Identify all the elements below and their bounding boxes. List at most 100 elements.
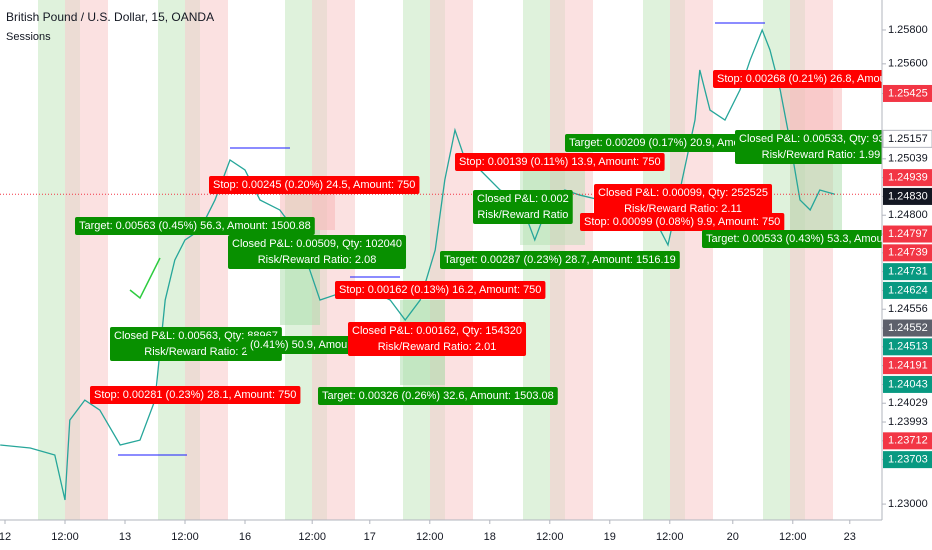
trade-label-text: Target: 0.00533 (0.43%) 53.3, Amount: 15… [706, 233, 922, 245]
x-tick-label: 23 [844, 531, 856, 543]
session-asia [403, 0, 430, 520]
trade-label-bg [348, 322, 527, 356]
x-tick-label: 12:00 [416, 531, 444, 543]
x-tick-label: 12:00 [656, 531, 684, 543]
trade-label: Closed P&L: 0.00533, Qty: 93283 Risk/Rewa… [735, 130, 907, 164]
price-label-bg [882, 129, 932, 148]
trade-label-bg [702, 230, 927, 248]
price-label-bg [883, 281, 932, 299]
trade-label-text: Risk/Reward Ratio: 2.01 [378, 341, 497, 353]
price-label: 1.24939 [888, 172, 928, 184]
price-label: 1.24739 [888, 247, 928, 259]
session-asia [158, 0, 185, 520]
trade-label-bg [580, 213, 785, 231]
trade-label: Stop: 0.00162 (0.13%) 16.2, Amount: 750 [335, 281, 546, 299]
price-label-bg [883, 357, 932, 375]
trade-label-text: Stop: 0.00139 (0.11%) 13.9, Amount: 750 [459, 156, 661, 168]
trade-label-text: Stop: 0.00099 (0.08%) 9.9, Amount: 750 [584, 216, 780, 228]
price-label: 1.24800 [888, 209, 928, 221]
x-tick-label: 12:00 [536, 531, 564, 543]
x-tick-label: 13 [119, 531, 131, 543]
price-label: 1.24191 [888, 360, 928, 372]
annotations: Stop: 0.00245 (0.20%) 24.5, Amount: 750 T… [75, 70, 927, 405]
price-label: 1.25157 [888, 133, 928, 145]
x-tick-label: 12:00 [171, 531, 199, 543]
trade-label: Stop: 0.00139 (0.11%) 13.9, Amount: 750 [455, 153, 665, 171]
time-labels: 12 12:00 13 12:00 16 12:00 17 12:00 18 12:00 19 12:… [0, 520, 856, 543]
trade-label-text: Stop: 0.00281 (0.23%) 28.1, Amount: 750 [94, 389, 296, 401]
trade-label-bg [209, 176, 420, 194]
price-label: 1.24556 [888, 303, 928, 315]
price-label-bg [883, 432, 932, 450]
trade-label: Stop: 0.00281 (0.23%) 28.1, Amount: 750 [90, 386, 301, 404]
trade-label-bg [318, 387, 558, 405]
trade-label: Target: 0.00326 (0.26%) 32.6, Amount: 15… [318, 387, 558, 405]
trade-label-bg [75, 217, 315, 235]
price-label: 1.25039 [888, 153, 928, 165]
session-asia [38, 0, 65, 520]
trade-label-bg [440, 251, 680, 269]
trade-label-bg [335, 281, 546, 299]
trade-label-text: Stop: 0.00268 (0.21%) 26.8, Amount: 750 [717, 73, 919, 85]
trade-label-bg [110, 327, 282, 361]
price-label: 1.24731 [888, 266, 928, 278]
price-label: 1.23993 [888, 416, 928, 428]
trade-label: Stop: 0.00268 (0.21%) 26.8, Amount: 750 [713, 70, 924, 88]
trade-label: Closed P&L: 0.002 Risk/Reward Ratio [473, 190, 573, 224]
price-label: 1.23712 [888, 435, 928, 447]
x-tick-label: 12:00 [298, 531, 326, 543]
trade-label: Target: 0.00563 (0.45%) 56.3, Amount: 15… [75, 217, 315, 235]
session-us [200, 0, 228, 520]
price-labels: 1.25800 1.25600 1.25425 1.25157 1.25039 1.249… [882, 24, 932, 510]
trade-label: Target: 0.00287 (0.23%) 28.7, Amount: 15… [440, 251, 680, 269]
trade-label-text: Closed P&L: 0.00162, Qty: 154320 [352, 325, 522, 337]
trade-label-text: Closed P&L: 0.00533, Qty: 93283 [739, 133, 903, 145]
price-label: 1.24043 [888, 378, 928, 390]
trade-label-text: Risk/Reward Ratio: 2.11 [624, 203, 742, 215]
trade-label-text: Closed P&L: 0.00099, Qty: 252525 [598, 187, 768, 199]
x-tick-label: 12:00 [51, 531, 79, 543]
trade-label: Closed P&L: 0.00162, Qty: 154320 Risk/Rew… [348, 322, 527, 356]
trade-label-text: Closed P&L: 0.00563, Qty: 88967 [114, 330, 278, 342]
price-label: 1.25600 [888, 58, 928, 70]
trade-label-text: Risk/Reward Ratio: 2 [144, 346, 247, 358]
trade-label: Closed P&L: 0.00099, Qty: 252525 Risk/Rew… [594, 184, 773, 218]
chart-title: British Pound / U.S. Dollar, 15, OANDA [6, 10, 214, 24]
x-tick-label: 12 [0, 531, 11, 543]
check-mark [129, 257, 161, 300]
price-label-bg [883, 263, 932, 281]
trade-label-text: Risk/Reward Ratio [477, 209, 568, 221]
trade-label: Target: 0.00533 (0.43%) 53.3, Amount: 15… [702, 230, 927, 248]
price-label: 1.24029 [888, 397, 928, 409]
price-label: 1.24624 [888, 284, 928, 296]
trade-label-bg [735, 130, 907, 164]
x-tick-label: 18 [484, 531, 496, 543]
trade-label: Stop: 0.00245 (0.20%) 24.5, Amount: 750 [209, 176, 420, 194]
trade-label: Closed P&L: 0.00563, Qty: 88967 Risk/Rewa… [110, 327, 282, 361]
trade-label: Stop: 0.00099 (0.08%) 9.9, Amount: 750 [580, 213, 785, 231]
price-label-bg [883, 244, 932, 262]
price-label: 1.25800 [888, 24, 928, 36]
price-label-bg [883, 319, 932, 337]
x-tick-label: 12:00 [779, 531, 807, 543]
price-label-bg [883, 451, 932, 469]
session-us [80, 0, 108, 520]
price-label: 1.24830 [888, 190, 928, 202]
price-label-bg [883, 338, 932, 356]
trade-label: Closed P&L: 0.00509, Qty: 102040 Risk/Rew… [228, 235, 407, 269]
trade-label-text: Risk/Reward Ratio: 2.08 [258, 254, 377, 266]
trade-label-text: Stop: 0.00245 (0.20%) 24.5, Amount: 750 [213, 179, 415, 191]
price-label: 1.24797 [888, 228, 928, 240]
trade-label-text: Risk/Reward Ratio: 1.99 [762, 149, 881, 161]
trade-label-text: Target: 0.00563 (0.45%) 56.3, Amount: 15… [79, 220, 311, 232]
trade-label-bg [90, 386, 301, 404]
trade-label-text: Closed P&L: 0.00509, Qty: 102040 [232, 238, 402, 250]
session-overlap [185, 0, 200, 520]
x-tick-label: 16 [239, 531, 251, 543]
trade-label-text: Target: 0.00326 (0.26%) 32.6, Amount: 15… [322, 390, 554, 402]
session-overlap [65, 0, 80, 520]
trade-label-bg [228, 235, 407, 269]
trade-label-text: Stop: 0.00162 (0.13%) 16.2, Amount: 750 [339, 284, 541, 296]
price-label-bg [883, 187, 932, 205]
